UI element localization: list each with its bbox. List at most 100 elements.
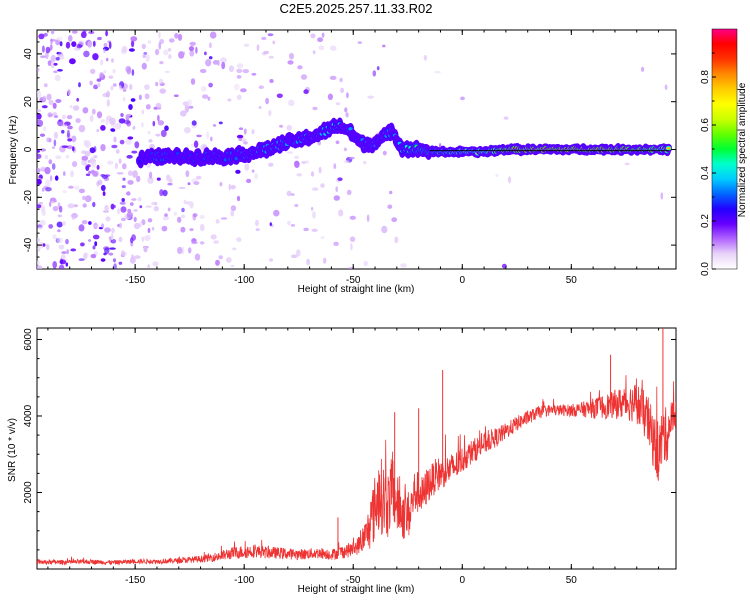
noise-speckle [205,131,210,139]
noise-speckle [44,166,51,175]
noise-speckle [660,192,664,200]
noise-speckle [85,165,90,171]
noise-speckle [196,175,202,180]
noise-speckle [199,68,207,74]
noise-speckle [173,211,178,216]
noise-speckle [243,43,250,47]
noise-speckle [153,206,159,212]
noise-speckle [113,263,117,269]
snr-y-tick-label: 4000 [23,404,34,427]
noise-speckle [174,32,179,39]
noise-speckle [167,48,172,52]
noise-speckle [45,46,51,54]
noise-speckle [45,243,50,251]
ridge-core [666,147,671,150]
noise-speckle [60,254,66,260]
noise-speckle [92,201,96,208]
noise-speckle [147,264,150,269]
noise-speckle [310,171,315,177]
noise-speckle [129,84,133,90]
noise-speckle [102,191,106,197]
noise-speckle [156,177,161,181]
noise-speckle [100,174,106,177]
noise-speckle [120,217,126,222]
noise-speckle [294,160,300,168]
noise-speckle [503,116,509,120]
noise-speckle [72,161,78,168]
noise-speckle [227,98,232,102]
noise-speckle [289,52,294,60]
noise-speckle [168,178,173,183]
noise-speckle [92,234,100,240]
noise-speckle [58,119,62,122]
noise-speckle [132,170,138,178]
noise-speckle [495,174,499,177]
noise-speckle [89,80,93,86]
noise-speckle [303,227,309,232]
noise-speckle [103,43,108,48]
spectrogram-axes: -150 -100 -50 0 50 -40 -20 0 20 40 [23,30,676,286]
noise-speckle [187,247,192,254]
noise-speckle [89,157,95,165]
noise-speckle [423,54,428,61]
noise-speckle [66,115,73,120]
noise-speckle [327,93,333,101]
noise-speckle [144,84,150,90]
noise-speckle [311,228,318,232]
noise-speckle [100,119,106,123]
noise-speckle [139,205,143,209]
noise-speckle [158,78,164,85]
noise-speckle [157,120,165,126]
noise-speckle [61,124,68,127]
noise-speckle [304,160,310,164]
noise-speckle [187,99,192,107]
noise-speckle [41,45,45,53]
colorbar-tick-label: 0.4 [700,166,711,180]
noise-speckle [60,258,63,265]
noise-speckle [37,153,42,159]
noise-speckle [199,214,205,219]
noise-speckle [105,117,109,126]
noise-speckle [288,99,295,107]
noise-speckle [279,124,284,128]
noise-speckle [96,111,103,119]
noise-speckle [152,261,159,267]
noise-speckle [106,57,109,62]
noise-speckle [382,44,386,48]
noise-speckle [230,205,237,212]
noise-speckle [110,128,116,132]
noise-speckle [49,44,53,51]
noise-speckle [225,257,232,263]
noise-speckle [132,126,136,130]
noise-speckle [65,154,70,159]
noise-speckle [66,249,69,255]
noise-speckle [93,145,97,153]
noise-speckle [263,50,270,55]
noise-speckle [145,205,152,208]
noise-speckle [107,160,114,165]
noise-speckle [73,204,79,208]
noise-speckle [37,260,40,266]
noise-speckle [236,75,242,79]
noise-speckle [59,41,63,47]
noise-speckle [317,37,324,43]
noise-speckle [177,246,183,255]
noise-speckle [70,170,74,178]
noise-speckle [268,109,272,117]
noise-speckle [215,219,220,224]
noise-speckle [42,243,46,247]
spectrogram-y-tick-label: -20 [23,190,34,205]
noise-speckle [131,40,135,48]
noise-speckle [110,239,117,244]
noise-speckle [38,226,43,230]
noise-speckle [50,38,53,45]
noise-speckle [268,162,274,167]
noise-speckle [335,102,341,106]
noise-speckle [78,224,85,232]
noise-speckle [83,140,88,147]
noise-speckle [251,169,255,173]
noise-speckle [88,239,92,242]
noise-speckle [44,154,48,160]
noise-speckle [48,138,52,143]
noise-speckle [348,156,355,160]
